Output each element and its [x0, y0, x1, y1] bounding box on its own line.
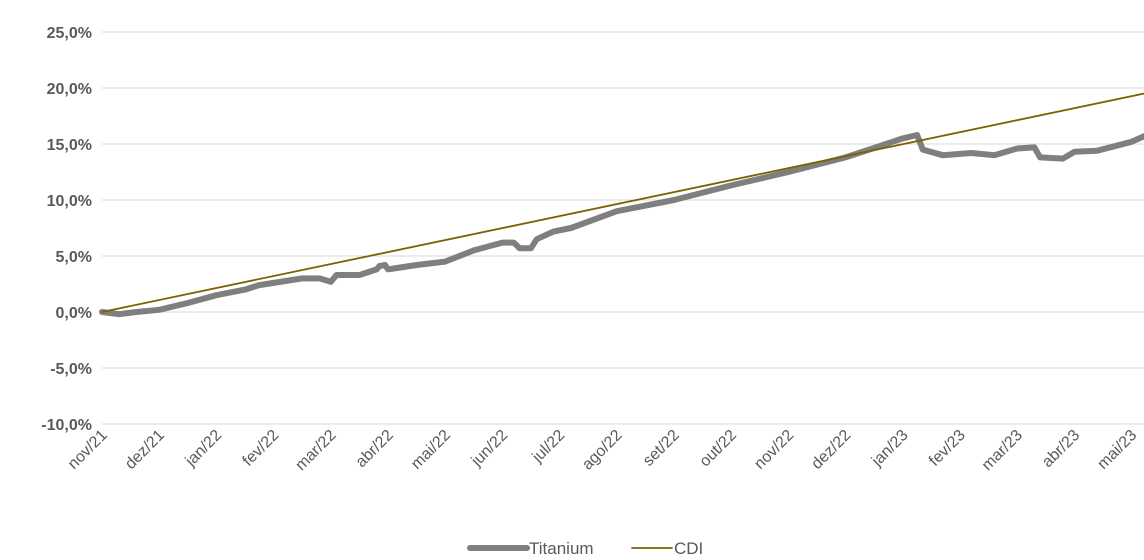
x-tick-label: fev/23: [926, 427, 969, 470]
y-tick-label: 5,0%: [56, 249, 92, 266]
gridlines: [102, 31, 1144, 425]
x-tick-label: mai/23: [1094, 427, 1140, 473]
y-tick-label: 15,0%: [47, 137, 92, 154]
x-tick-label: jan/23: [868, 427, 912, 471]
x-tick-label: jan/22: [182, 427, 226, 471]
y-tick-label: -5,0%: [50, 361, 92, 378]
x-tick-label: dez/21: [122, 427, 168, 473]
x-tick-label: jun/22: [468, 427, 512, 471]
y-tick-label: 20,0%: [47, 81, 92, 98]
y-tick-label: -10,0%: [41, 417, 92, 434]
series-lines: [99, 92, 1144, 318]
x-tick-label: ago/22: [579, 427, 626, 474]
x-tick-label: dez/22: [808, 427, 854, 473]
series-line-cdi: [101, 92, 1144, 313]
x-tick-label: mar/23: [979, 427, 1026, 474]
x-tick-label: fev/22: [240, 427, 283, 470]
x-tick-label: abr/23: [1039, 427, 1083, 471]
y-tick-label: 10,0%: [47, 193, 92, 210]
legend-label-cdi: CDI: [674, 539, 703, 558]
x-tick-label: mai/22: [408, 427, 454, 473]
legend: Titanium CDI: [467, 539, 703, 558]
series-line-titanium: [99, 132, 1144, 318]
y-axis-tick-labels: 25,0% 20,0% 15,0% 10,0% 5,0% 0,0% -5,0% -10,0%: [41, 25, 92, 434]
x-tick-label: mar/22: [292, 427, 339, 474]
x-tick-label: nov/22: [751, 427, 797, 473]
x-tick-label: out/22: [697, 427, 741, 471]
x-tick-label: jul/22: [529, 427, 569, 467]
y-tick-label: 25,0%: [47, 25, 92, 42]
x-axis-tick-labels: nov/21 dez/21 jan/22 fev/22 mar/22 abr/22 mai/…: [65, 427, 1141, 474]
y-tick-label: 0,0%: [56, 305, 92, 322]
x-tick-label: abr/22: [353, 427, 397, 471]
legend-label-titanium: Titanium: [529, 539, 594, 558]
x-tick-label: set/22: [640, 427, 683, 470]
